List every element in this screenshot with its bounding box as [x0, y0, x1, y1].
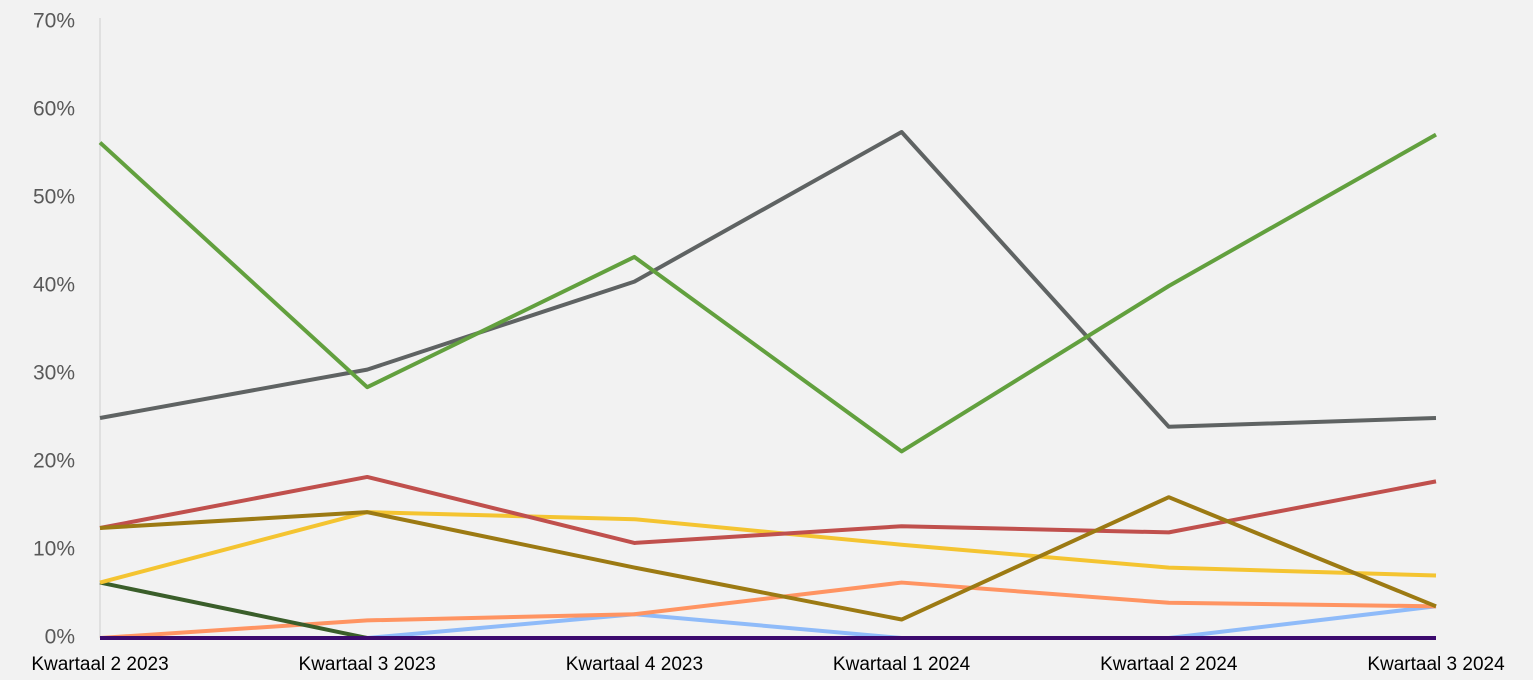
series-line — [98, 132, 1437, 454]
x-tick-label: Kwartaal 3 2024 — [1367, 654, 1505, 675]
series-line — [99, 474, 1437, 545]
x-tick-label: Kwartaal 3 2023 — [299, 654, 436, 675]
y-tick-label: 70% — [33, 10, 75, 33]
y-tick-label: 10% — [33, 538, 75, 561]
series-line — [99, 580, 368, 640]
x-tick-label: Kwartaal 1 2024 — [833, 654, 971, 675]
y-tick-label: 50% — [33, 186, 75, 209]
series-line — [99, 510, 1437, 585]
y-tick-label: 60% — [33, 98, 75, 121]
x-tick-label: Kwartaal 2 2024 — [1100, 654, 1238, 675]
series-line — [99, 130, 1437, 429]
x-tick-label: Kwartaal 4 2023 — [566, 654, 703, 675]
series-line — [99, 580, 1437, 640]
y-tick-label: 40% — [33, 274, 75, 297]
series-line — [99, 495, 1437, 622]
y-tick-label: 20% — [33, 450, 75, 473]
y-tick-label: 30% — [33, 362, 75, 385]
x-tick-label: Kwartaal 2 2023 — [31, 654, 168, 675]
y-tick-label: 0% — [45, 626, 75, 649]
